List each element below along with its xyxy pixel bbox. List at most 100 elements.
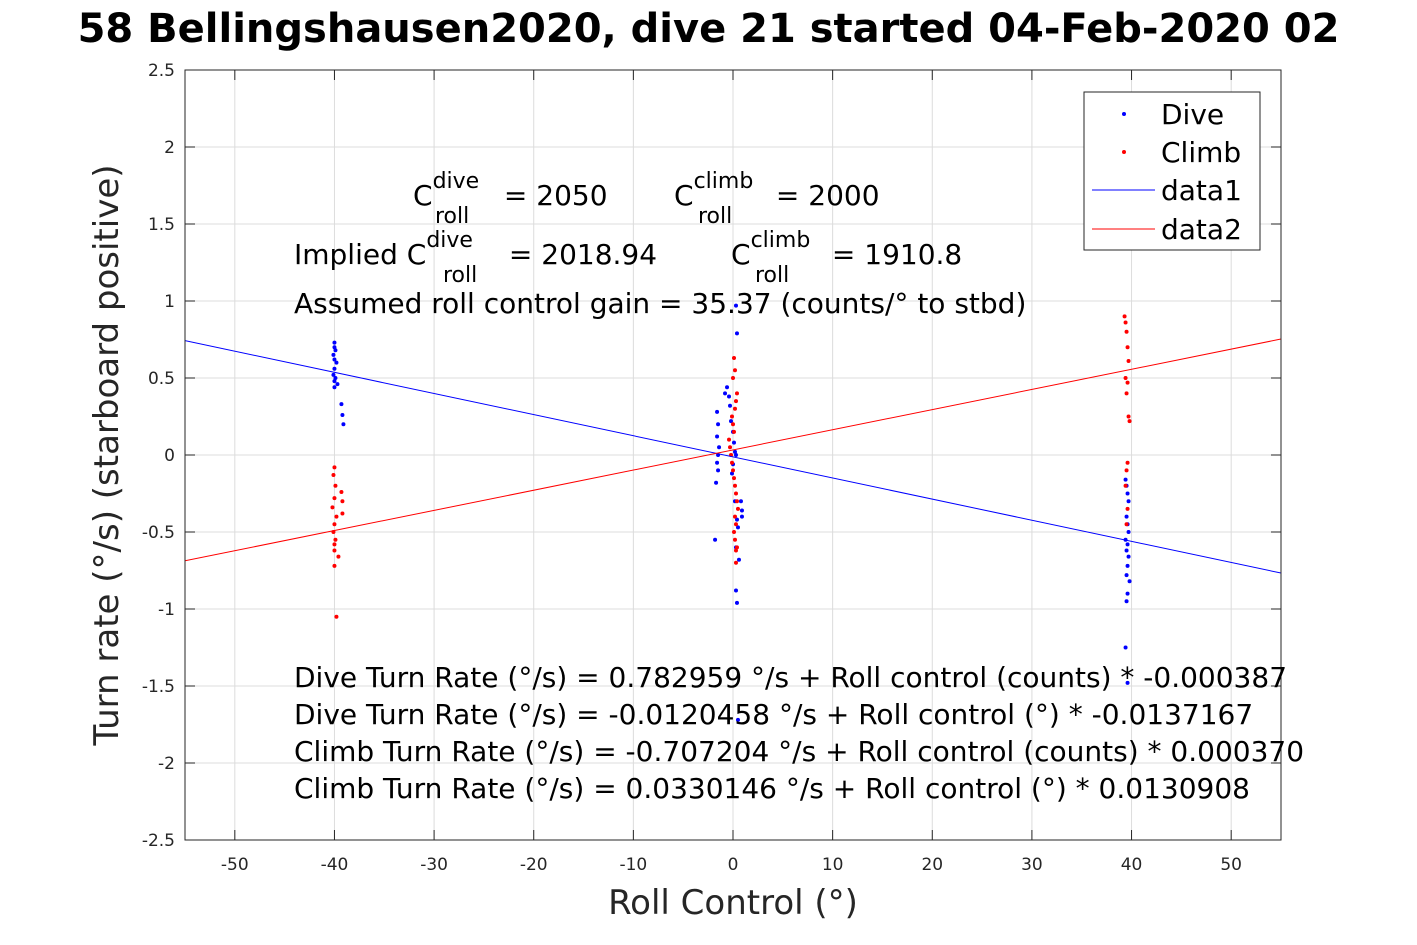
dive-point: [735, 525, 740, 530]
climb-point: [1123, 483, 1128, 488]
dive-point: [736, 557, 741, 562]
climb-point: [334, 514, 339, 519]
legend-swatch-climb: [1122, 150, 1126, 154]
dive-point: [339, 402, 344, 407]
climb-point: [733, 399, 738, 404]
dive-point: [733, 453, 738, 457]
dive-point: [715, 409, 720, 414]
dive-point: [734, 517, 739, 522]
climb-point: [1125, 506, 1130, 511]
dive-point: [739, 514, 744, 519]
dive-point: [731, 440, 736, 445]
equation-climb-counts: Climb Turn Rate (°/s) = -0.707204 °/s + …: [294, 735, 1304, 768]
dive-point: [1126, 554, 1131, 559]
dive-point: [341, 422, 346, 427]
climb-point: [733, 522, 738, 527]
dive-point: [1123, 645, 1128, 650]
climb-point: [732, 537, 737, 542]
dive-point: [729, 419, 734, 424]
climb-point: [1124, 522, 1129, 527]
climb-point: [340, 499, 345, 504]
climb-point: [334, 614, 339, 619]
dive-point: [715, 434, 720, 439]
dive-point: [332, 379, 337, 384]
y-tick-label: -2: [158, 754, 175, 774]
dive-point: [1123, 477, 1128, 482]
dive-point: [1125, 542, 1130, 547]
dive-point: [340, 412, 345, 417]
climb-point: [735, 506, 740, 511]
climb-point: [332, 548, 337, 553]
dive-point: [716, 422, 721, 427]
climb-point: [734, 391, 739, 396]
legend-label-dive: Dive: [1161, 98, 1224, 131]
dive-point: [1125, 563, 1130, 568]
dive-point: [1125, 591, 1130, 596]
climb-point: [728, 445, 733, 450]
dive-point: [714, 480, 719, 485]
implied-climb-annotation: Cclimb roll = 1910.8: [731, 228, 962, 288]
dive-point: [1124, 514, 1129, 519]
dive-point: [727, 394, 732, 399]
x-tick-label: -50: [221, 855, 249, 875]
climb-point: [733, 491, 738, 496]
climb-point: [332, 496, 337, 501]
implied-dive-annotation: Implied Cdive roll = 2018.94: [294, 228, 657, 288]
y-tick-label: -1.5: [142, 677, 175, 697]
climb-point: [1126, 359, 1131, 364]
dive-point: [723, 391, 728, 396]
gain-annotation: Assumed roll control gain = 35.37 (count…: [294, 287, 1026, 320]
dive-point: [733, 303, 738, 308]
y-tick-label: 1.5: [148, 215, 175, 235]
climb-point: [333, 483, 338, 488]
climb-point: [1124, 468, 1129, 473]
dive-point: [332, 385, 337, 390]
dive-point: [735, 717, 740, 722]
plot-frame: [184, 69, 1282, 841]
climb-point: [731, 422, 735, 427]
dive-point: [733, 588, 738, 593]
legend-box: [1083, 91, 1261, 251]
tick-layer: -50 -40 -30 -20 -10 0 10 20 30 40 50-2.5-2-1.5-1-0…: [142, 61, 1281, 875]
x-tick-label: 50: [1220, 855, 1242, 875]
dive-point: [725, 385, 730, 390]
climb-point: [732, 406, 737, 411]
dive-point: [331, 352, 336, 357]
x-tick-label: -40: [321, 855, 349, 875]
y-tick-label: 1: [164, 292, 175, 312]
climb-point: [727, 437, 732, 442]
climb-point: [731, 376, 735, 380]
climb-point: [332, 522, 337, 527]
legend-label-data2: data2: [1161, 213, 1242, 246]
dive-point: [334, 360, 339, 365]
fit-line-data1: [185, 340, 1281, 574]
climb-point: [1125, 345, 1130, 350]
dive-point: [1124, 548, 1129, 553]
dive-point: [1126, 499, 1131, 504]
climb-point: [1123, 376, 1128, 380]
climb-point: [731, 476, 736, 481]
dive-point: [333, 348, 338, 353]
dive-point: [738, 499, 743, 504]
x-tick-label: 40: [1121, 855, 1143, 875]
equation-dive-counts: Dive Turn Rate (°/s) = 0.782959 °/s + Ro…: [294, 661, 1287, 694]
y-tick-label: 0.5: [148, 369, 175, 389]
dive-point: [1127, 579, 1132, 584]
climb-point: [331, 473, 336, 478]
legend-swatch-dive: [1122, 112, 1126, 116]
dive-point: [1125, 680, 1130, 685]
climb-point: [332, 542, 337, 547]
y-tick-label: -2.5: [142, 831, 175, 851]
y-tick-label: 2: [164, 138, 175, 158]
climb-point: [731, 355, 736, 360]
climb-point: [731, 530, 736, 534]
dive-point: [1125, 491, 1130, 496]
climb-point: [730, 460, 735, 465]
dive-point: [1124, 599, 1129, 604]
climb-point: [733, 560, 738, 565]
climb-point: [734, 499, 739, 504]
climb-point: [330, 505, 335, 510]
dive-point: [734, 600, 739, 605]
y-axis-label: Turn rate (°/s) (starboard positive): [87, 164, 127, 746]
y-tick-label: -1: [158, 600, 175, 620]
